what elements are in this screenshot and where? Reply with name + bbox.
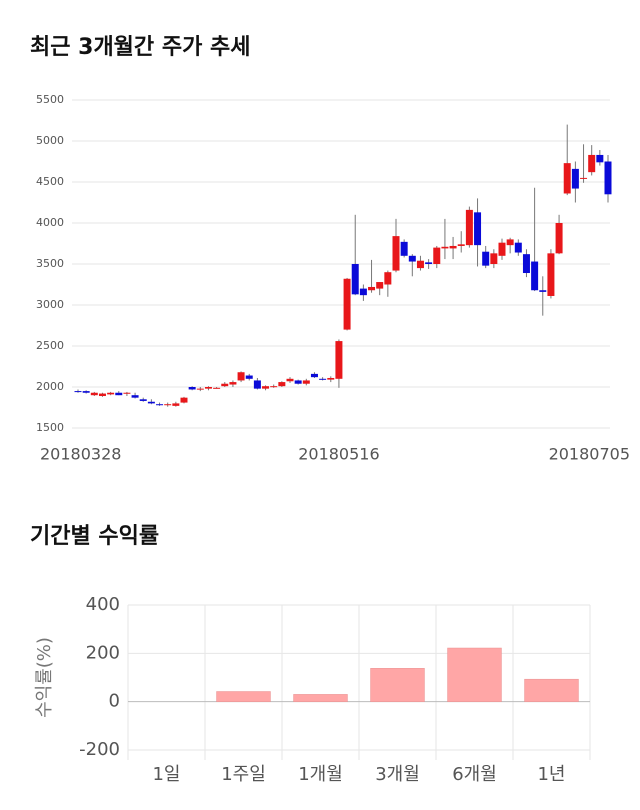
- candle-body: [253, 380, 261, 389]
- candle-body: [319, 378, 327, 380]
- candle-body: [123, 392, 131, 394]
- candle-body: [531, 261, 539, 291]
- y-tick-label: -200: [79, 739, 120, 760]
- candle-body: [196, 388, 204, 390]
- y-tick-label: 2500: [36, 339, 64, 352]
- candle-body: [392, 236, 400, 271]
- candle-body: [457, 244, 465, 246]
- y-tick-label: 4000: [36, 216, 64, 229]
- y-tick-label: 0: [109, 691, 120, 712]
- candle-body: [115, 392, 123, 396]
- candle-body: [474, 212, 482, 246]
- candle-body: [139, 399, 147, 401]
- candle-body: [368, 286, 376, 291]
- candle-body: [441, 246, 449, 249]
- candle-body: [425, 262, 433, 264]
- candle-body: [522, 254, 530, 274]
- candle-body: [449, 245, 457, 249]
- y-tick-label: 2000: [36, 380, 64, 393]
- bar: [293, 694, 348, 702]
- candle-body: [74, 391, 82, 393]
- candle-body: [164, 404, 172, 406]
- x-tick-label: 1일: [152, 764, 180, 785]
- candle-body: [482, 251, 490, 266]
- candle-body: [107, 392, 115, 395]
- x-tick-label: 1주일: [221, 764, 266, 785]
- candle-body: [294, 380, 302, 384]
- x-tick-label: 20180328: [40, 445, 121, 464]
- candle-body: [571, 168, 579, 189]
- candle-body: [604, 161, 612, 195]
- candle-body: [188, 387, 196, 390]
- candle-body: [302, 380, 310, 384]
- candle-body: [539, 290, 547, 292]
- x-tick-label: 6개월: [452, 764, 497, 785]
- y-axis-label: 수익률(%): [34, 637, 55, 718]
- candle-body: [245, 375, 253, 379]
- y-tick-label: 5500: [36, 93, 64, 106]
- candle-body: [490, 253, 498, 264]
- candle-body: [156, 404, 164, 406]
- candle-body: [506, 239, 514, 246]
- candle-body: [180, 397, 188, 403]
- candle-body: [237, 372, 245, 381]
- x-tick-label: 20180516: [298, 445, 379, 464]
- candle-body: [596, 154, 604, 163]
- candle-body: [82, 391, 90, 393]
- candle-body: [547, 253, 555, 296]
- y-tick-label: 4500: [36, 175, 64, 188]
- candle-body: [310, 373, 318, 378]
- candle-body: [384, 272, 392, 285]
- candle-body: [416, 260, 424, 269]
- candle-body: [580, 177, 588, 179]
- candle-body: [213, 387, 221, 389]
- candle-body: [229, 382, 237, 385]
- candle-body: [172, 403, 180, 406]
- candle-body: [359, 288, 367, 296]
- candle-body: [563, 163, 571, 194]
- candle-body: [286, 378, 294, 382]
- candle-body: [351, 264, 359, 295]
- candle-body: [588, 154, 596, 173]
- chart-title: 기간별 수익률: [30, 524, 159, 549]
- candle-body: [327, 377, 335, 380]
- x-tick-label: 3개월: [375, 764, 420, 785]
- candle-body: [131, 395, 139, 398]
- candle-body: [278, 382, 286, 387]
- candle-body: [514, 242, 522, 253]
- y-tick-label: 400: [86, 594, 120, 615]
- candle-body: [433, 247, 441, 264]
- bar: [216, 691, 271, 702]
- candle-body: [465, 209, 473, 246]
- candle-body: [400, 241, 408, 256]
- chart-title: 최근 3개월간 주가 추세: [30, 35, 250, 60]
- candle-body: [335, 341, 343, 379]
- x-tick-label: 1개월: [298, 764, 343, 785]
- bar: [370, 668, 425, 702]
- x-tick-label: 1년: [537, 764, 565, 785]
- x-tick-label: 20180705: [549, 445, 630, 464]
- candle-body: [147, 401, 155, 404]
- y-tick-label: 200: [86, 642, 120, 663]
- y-tick-label: 3500: [36, 257, 64, 270]
- candle-body: [270, 386, 278, 388]
- candle-body: [343, 278, 351, 330]
- y-tick-label: 5000: [36, 134, 64, 147]
- candle-body: [98, 393, 106, 397]
- candle-body: [221, 383, 229, 387]
- y-tick-label: 3000: [36, 298, 64, 311]
- candle-body: [262, 386, 270, 389]
- candle-body: [376, 282, 384, 289]
- bar: [447, 647, 502, 702]
- y-tick-label: 1500: [36, 421, 64, 434]
- candle-body: [408, 255, 416, 262]
- candle-body: [498, 242, 506, 256]
- bar: [524, 678, 579, 702]
- candle-body: [90, 392, 98, 396]
- candle-body: [555, 223, 563, 254]
- candle-body: [204, 387, 212, 389]
